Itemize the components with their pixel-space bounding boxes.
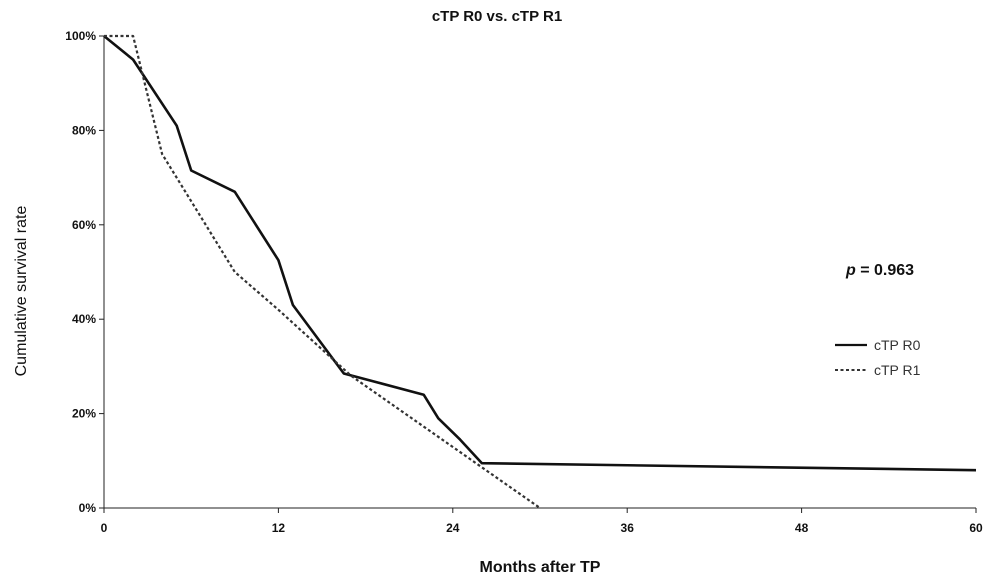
- x-tick-label: 48: [795, 521, 809, 535]
- x-tick-label: 36: [621, 521, 635, 535]
- x-tick-label: 60: [969, 521, 983, 535]
- legend-label-ctp-r0: cTP R0: [874, 337, 921, 353]
- legend-label-ctp-r1: cTP R1: [874, 362, 921, 378]
- x-tick-label: 0: [101, 521, 108, 535]
- x-axis-label: Months after TP: [479, 559, 601, 576]
- y-tick-label: 40%: [72, 312, 96, 326]
- p-symbol: p: [846, 262, 856, 279]
- y-tick-label: 20%: [72, 407, 96, 421]
- series-line-ctp-r0: [103, 34, 977, 472]
- p-value-text: = 0.963: [860, 262, 915, 279]
- x-tick-label: 24: [446, 521, 460, 535]
- y-tick-label: 60%: [72, 218, 96, 232]
- p-value-annotation: p = 0.963: [846, 262, 914, 280]
- y-tick-label: 0%: [79, 501, 97, 515]
- y-tick-label: 100%: [65, 29, 96, 43]
- series-line-ctp-r1: [104, 34, 541, 509]
- x-tick-label: 12: [272, 521, 286, 535]
- y-tick-label: 80%: [72, 123, 96, 137]
- chart-title: cTP R0 vs. cTP R1: [431, 8, 563, 25]
